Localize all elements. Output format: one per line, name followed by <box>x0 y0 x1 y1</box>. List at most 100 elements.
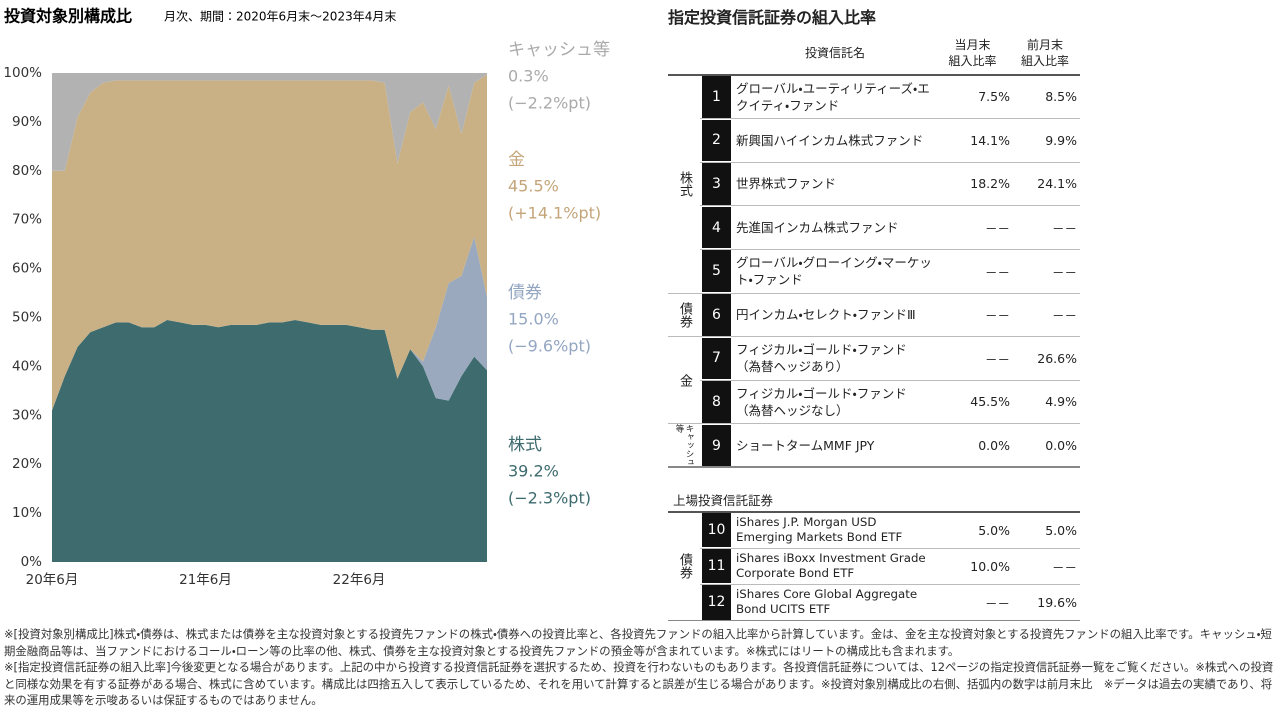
note: ※[投資対象別構成比]株式・債券は、株式または債券を主な投資対象とする投資先ファ… <box>4 627 1272 658</box>
current-ratio: －－ <box>984 351 1010 367</box>
end-value-label: 0.3% <box>508 67 549 86</box>
row-line <box>700 118 1080 120</box>
row-number: 6 <box>702 294 731 336</box>
row-number: 1 <box>702 76 731 118</box>
section-title: 上場投資信託証券 <box>673 493 774 508</box>
row-number: 4 <box>702 206 731 249</box>
row-number: 11 <box>702 549 731 584</box>
row-line <box>668 619 1080 622</box>
row-line <box>668 466 1080 468</box>
current-ratio: 10.0% <box>970 558 1010 574</box>
fund-name: グローバル・ユーティリティーズ・エクイティ・ファンド <box>736 80 930 113</box>
row-line <box>700 248 1080 250</box>
current-ratio: 14.1% <box>970 132 1010 148</box>
row-line <box>700 379 1080 381</box>
previous-ratio: －－ <box>1051 308 1077 324</box>
previous-ratio: 24.1% <box>1037 176 1077 192</box>
row-number: 3 <box>702 163 731 205</box>
group-label: 債券 <box>677 301 692 328</box>
row-line <box>700 583 1080 585</box>
y-tick-label: 20% <box>12 456 42 472</box>
x-tick-label: 20年6月 <box>26 572 79 588</box>
y-tick-label: 50% <box>12 310 42 326</box>
current-ratio: －－ <box>984 221 1010 237</box>
fund-name: iShares iBoxx Investment Grade Corporate… <box>736 551 926 581</box>
fund-name: iShares Core Global Aggregate Bond UCITS… <box>736 587 918 617</box>
row-line <box>700 292 1080 294</box>
previous-ratio: －－ <box>1051 221 1077 237</box>
legend-label: 債券 <box>508 283 542 303</box>
previous-ratio: 8.5% <box>1045 89 1077 105</box>
table-header: 前月末 組入比率 <box>1020 38 1069 68</box>
row-line <box>668 423 700 425</box>
current-ratio: 45.5% <box>970 394 1010 410</box>
row-number: 9 <box>702 424 731 467</box>
y-tick-label: 90% <box>12 114 42 130</box>
row-number: 5 <box>702 250 731 292</box>
previous-ratio: －－ <box>1051 264 1077 280</box>
previous-ratio: 0.0% <box>1045 438 1077 454</box>
fund-name: グローバル・グローイング・マーケット・ファンド <box>736 255 932 288</box>
end-value-label: 45.5% <box>508 177 559 196</box>
previous-ratio: 5.0% <box>1045 522 1077 538</box>
row-number: 12 <box>702 585 731 620</box>
row-line <box>700 423 1080 425</box>
change-label: (−2.2%pt) <box>508 94 591 113</box>
y-tick-label: 70% <box>12 212 42 228</box>
row-line <box>700 547 1080 549</box>
y-tick-label: 40% <box>12 358 42 374</box>
row-line <box>668 511 1080 513</box>
previous-ratio: －－ <box>1051 559 1077 575</box>
row-line <box>700 205 1080 207</box>
current-ratio: －－ <box>984 264 1010 280</box>
row-number: 10 <box>702 513 731 548</box>
table-header: 当月末 組入比率 <box>948 38 997 68</box>
current-ratio: 7.5% <box>978 89 1010 105</box>
chart-subtitle: 月次、期間：2020年6月末～2023年4月末 <box>164 10 396 24</box>
chart-title: 投資対象別構成比 <box>4 7 132 26</box>
x-tick-label: 21年6月 <box>179 572 232 588</box>
current-ratio: 5.0% <box>978 522 1010 538</box>
y-tick-label: 0% <box>21 554 43 570</box>
fund-name: 世界株式ファンド <box>736 176 837 192</box>
row-line <box>668 292 700 294</box>
group-label: 株式 <box>677 171 692 197</box>
fund-name: ショートタームMMF JPY <box>736 438 875 454</box>
row-line <box>700 161 1080 163</box>
current-ratio: －－ <box>984 595 1010 611</box>
y-tick-label: 30% <box>12 407 42 423</box>
y-tick-label: 60% <box>12 261 42 277</box>
previous-ratio: 26.6% <box>1037 350 1077 366</box>
current-ratio: －－ <box>984 308 1010 324</box>
notes: ※[投資対象別構成比]株式・債券は、株式または債券を主な投資対象とする投資先ファ… <box>4 626 1276 709</box>
y-tick-label: 10% <box>12 505 42 521</box>
fund-name: 円インカム・セレクト・ファンドⅢ <box>736 307 916 323</box>
change-label: (−2.3%pt) <box>508 489 591 508</box>
previous-ratio: 9.9% <box>1045 132 1077 148</box>
area <box>52 73 487 171</box>
group-label: キャッシュ等 <box>674 423 694 467</box>
table-header: 投資信託名 <box>804 46 865 60</box>
area <box>52 74 487 411</box>
row-number: 8 <box>702 381 731 423</box>
previous-ratio: 4.9% <box>1045 394 1077 410</box>
change-label: (+14.1%pt) <box>508 204 601 223</box>
legend-label: キャッシュ等 <box>508 40 610 60</box>
table-title: 指定投資信託証券の組入比率 <box>668 8 877 27</box>
previous-ratio: 19.6% <box>1037 594 1077 610</box>
current-ratio: 0.0% <box>978 438 1010 454</box>
fund-name: 新興国ハイインカム株式ファンド <box>736 132 924 148</box>
fund-name: 先進国インカム株式ファンド <box>736 220 899 236</box>
legend-label: 金 <box>508 150 525 170</box>
area <box>52 319 487 562</box>
y-tick-label: 100% <box>3 65 42 81</box>
change-label: (−9.6%pt) <box>508 337 591 356</box>
fund-name: フィジカル・ゴールド・ファンド （為替ヘッジあり） <box>736 342 907 375</box>
row-line <box>668 336 700 338</box>
current-ratio: 18.2% <box>970 176 1010 192</box>
note: ※[指定投資信託証券の組入比率]今後変更となる場合があります。上記の中から投資す… <box>4 660 1274 707</box>
legend-label: 株式 <box>508 435 542 455</box>
chart: 投資対象別構成比 月次、期間：2020年6月末～2023年4月末 0% 10% 20… <box>3 7 610 589</box>
area <box>52 236 487 411</box>
